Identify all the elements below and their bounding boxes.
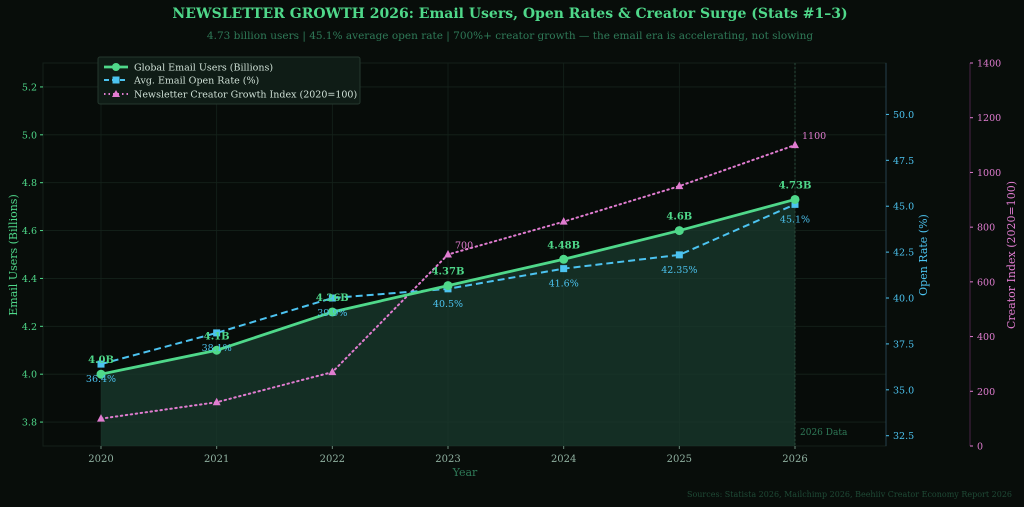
users-data-label: 4.1B xyxy=(204,331,230,342)
legend-marker xyxy=(112,76,120,84)
open-rate-data-label: 38.1% xyxy=(202,343,232,354)
right-axis-1-tick-label: 50.0 xyxy=(893,110,914,121)
left-axis-tick-label: 5.0 xyxy=(22,130,37,141)
creator-point xyxy=(97,414,105,422)
users-point xyxy=(559,254,569,264)
right-axis-2-tick-label: 400 xyxy=(977,332,995,343)
right-axis-2-tick-label: 800 xyxy=(977,223,995,234)
open-rate-data-label: 36.4% xyxy=(86,374,116,385)
left-axis-label: Email Users (Billions) xyxy=(7,194,20,315)
chart-subtitle: 4.73 billion users | 45.1% average open … xyxy=(207,30,813,43)
x-axis-tick-label: 2021 xyxy=(204,454,229,465)
right-axis-1-tick-label: 45.0 xyxy=(893,202,914,213)
open-rate-data-label: 42.35% xyxy=(661,265,697,276)
open-rate-data-label: 39.9% xyxy=(317,308,347,319)
right-axis-1-tick-label: 40.0 xyxy=(893,294,914,305)
right-axis-2-tick-label: 1200 xyxy=(977,113,1001,124)
legend-label: Avg. Email Open Rate (%) xyxy=(133,76,259,87)
right-axis-2-tick-label: 600 xyxy=(977,277,995,288)
left-axis-tick-label: 3.8 xyxy=(22,418,37,429)
right-axis-label-creator: Creator Index (2020=100) xyxy=(1005,181,1018,329)
users-data-label: 4.37B xyxy=(432,267,465,278)
left-axis-tick-label: 4.6 xyxy=(22,226,37,237)
right-axis-1-tick-label: 47.5 xyxy=(893,156,914,167)
users-data-label: 4.73B xyxy=(779,180,812,191)
left-axis-tick-label: 5.2 xyxy=(22,82,37,93)
open-rate-point xyxy=(675,251,683,259)
users-point xyxy=(96,369,106,379)
right-axis-label-open-rate: Open Rate (%) xyxy=(917,214,930,296)
users-point xyxy=(443,281,453,291)
right-axis-2-tick-label: 1400 xyxy=(977,59,1001,70)
x-axis-tick-label: 2024 xyxy=(551,454,576,465)
legend-label: Global Email Users (Billions) xyxy=(134,63,273,74)
right-axis-2-tick-label: 1000 xyxy=(977,168,1001,179)
legend-marker xyxy=(112,90,120,97)
left-axis-tick-label: 4.2 xyxy=(22,322,37,333)
users-point xyxy=(212,345,222,355)
legend-label: Newsletter Creator Growth Index (2020=10… xyxy=(134,90,357,101)
right-axis-2-tick-label: 200 xyxy=(977,387,995,398)
users-point xyxy=(674,226,684,236)
left-axis-tick-label: 4.0 xyxy=(22,370,37,381)
open-rate-data-label: 41.6% xyxy=(549,279,579,290)
open-rate-point xyxy=(328,294,336,302)
creator-point xyxy=(559,217,568,225)
left-axis-tick-label: 4.4 xyxy=(22,274,37,285)
open-rate-point xyxy=(213,329,221,337)
right-axis-1-tick-label: 42.5 xyxy=(893,248,914,259)
creator-data-label: 700 xyxy=(455,241,473,252)
right-axis-1-tick-label: 35.0 xyxy=(893,385,914,396)
legend-marker xyxy=(112,63,120,71)
open-rate-point xyxy=(560,265,568,273)
x-axis-tick-label: 2023 xyxy=(435,454,460,465)
legend-box xyxy=(97,56,361,105)
creator-point xyxy=(212,397,221,406)
open-rate-data-label: 40.5% xyxy=(433,299,463,310)
x-axis-tick-label: 2026 xyxy=(782,454,807,465)
chart-title: NEWSLETTER GROWTH 2026: Email Users, Ope… xyxy=(172,6,847,22)
right-axis-1-tick-label: 32.5 xyxy=(893,431,914,442)
x-axis-tick-label: 2022 xyxy=(320,454,345,465)
open-rate-point xyxy=(791,200,799,208)
creator-point xyxy=(675,181,684,190)
x-axis-tick-label: 2025 xyxy=(667,454,692,465)
open-rate-point xyxy=(97,360,105,368)
users-data-label: 4.26B xyxy=(316,293,349,304)
creator-point xyxy=(444,250,452,258)
users-data-label: 4.48B xyxy=(547,240,580,251)
open-rate-data-label: 45.1% xyxy=(780,214,810,225)
data-note: 2026 Data xyxy=(800,428,848,438)
users-point xyxy=(327,307,337,317)
users-data-label: 4.0B xyxy=(88,355,114,366)
sources-note: Sources: Statista 2026, Mailchimp 2026, … xyxy=(687,490,1012,499)
creator-point xyxy=(791,140,799,149)
right-axis-1-tick-label: 37.5 xyxy=(893,339,914,350)
x-axis-label: Year xyxy=(452,466,478,479)
right-axis-2-tick-label: 0 xyxy=(977,442,983,453)
users-point xyxy=(790,194,800,204)
creator-point xyxy=(328,367,337,376)
left-axis-tick-label: 4.8 xyxy=(22,178,37,189)
users-data-label: 4.6B xyxy=(666,212,692,223)
x-axis-tick-label: 2020 xyxy=(88,454,113,465)
creator-data-label: 1100 xyxy=(802,131,826,142)
